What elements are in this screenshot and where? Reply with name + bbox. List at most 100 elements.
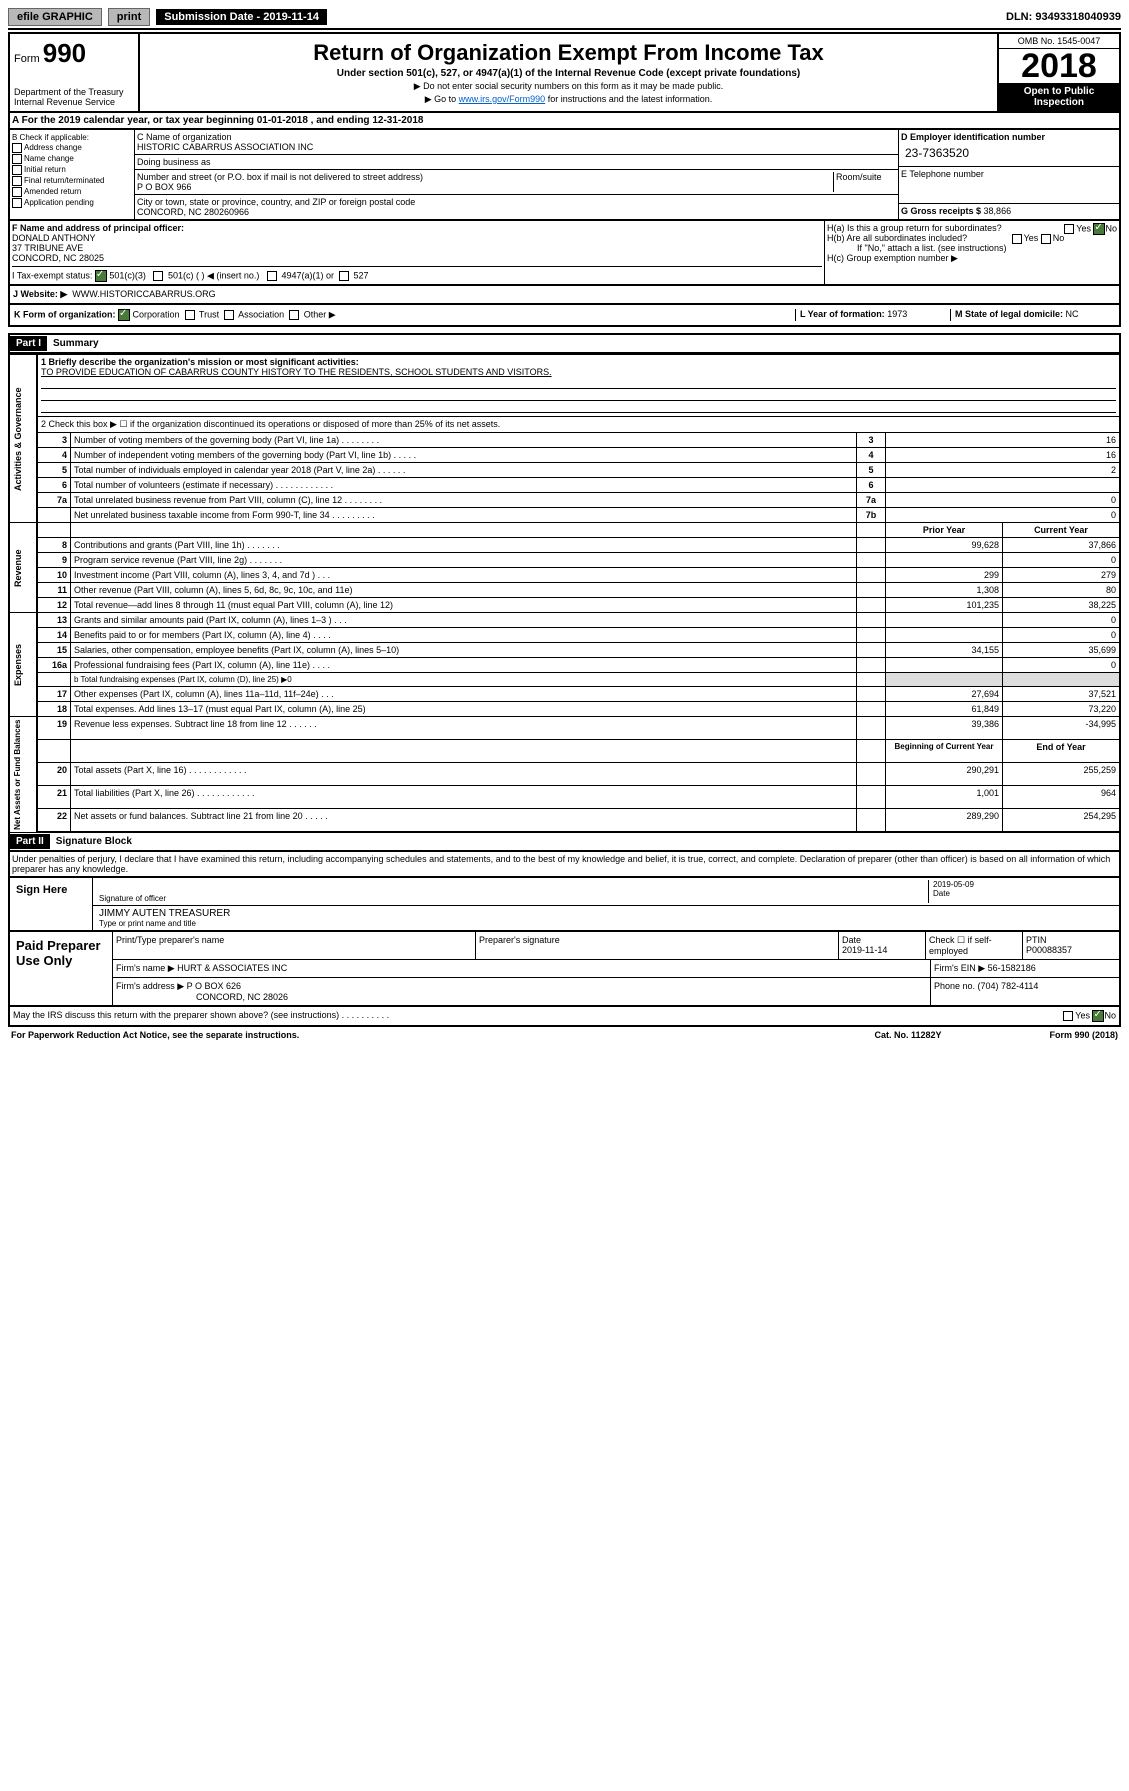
open-public: Open to Public Inspection — [999, 83, 1119, 111]
line1: 1 Briefly describe the organization's mi… — [37, 355, 1120, 417]
line4: Number of independent voting members of … — [71, 448, 857, 463]
col-b-checkboxes: B Check if applicable: Address change Na… — [10, 130, 135, 219]
firm-phone: Phone no. (704) 782-4114 — [931, 978, 1119, 1005]
form-subtitle: Under section 501(c), 527, or 4947(a)(1)… — [144, 68, 993, 79]
perjury-declaration: Under penalties of perjury, I declare th… — [8, 852, 1121, 878]
row-i: I Tax-exempt status: 501(c)(3) 501(c) ( … — [12, 266, 822, 282]
gross-receipts: G Gross receipts $ 38,866 — [899, 204, 1119, 218]
line16a: Professional fundraising fees (Part IX, … — [71, 658, 857, 673]
row-k: K Form of organization: Corporation Trus… — [8, 305, 1121, 327]
org-name-label: C Name of organization — [137, 132, 896, 142]
ein: 23-7363520 — [901, 142, 1117, 164]
h-c: H(c) Group exemption number ▶ — [827, 253, 1117, 264]
line10: Investment income (Part VIII, column (A)… — [71, 568, 857, 583]
paid-label: Paid Preparer Use Only — [10, 932, 113, 1005]
block-bcd: B Check if applicable: Address change Na… — [8, 130, 1121, 221]
firm-ein: Firm's EIN ▶ 56-1582186 — [931, 960, 1119, 977]
h-a: H(a) Is this a group return for subordin… — [827, 223, 1117, 233]
col-h: H(a) Is this a group return for subordin… — [825, 221, 1119, 284]
sign-block: Sign Here Signature of officer 2019-05-09… — [8, 878, 1121, 932]
side-netassets: Net Assets or Fund Balances — [9, 717, 37, 833]
signer-name: JIMMY AUTEN TREASURER — [99, 908, 1113, 919]
line13: Grants and similar amounts paid (Part IX… — [71, 613, 857, 628]
line17: Other expenses (Part IX, column (A), lin… — [71, 687, 857, 702]
prep-name-hdr: Print/Type preparer's name — [113, 932, 476, 959]
dln-label: DLN: 93493318040939 — [1006, 11, 1121, 23]
discuss-row: May the IRS discuss this return with the… — [8, 1007, 1121, 1027]
line8: Contributions and grants (Part VIII, lin… — [71, 538, 857, 553]
officer-street: 37 TRIBUNE AVE — [12, 243, 822, 253]
line22: Net assets or fund balances. Subtract li… — [71, 809, 857, 833]
part1-header: Part ISummary — [8, 333, 1121, 354]
org-name: HISTORIC CABARRUS ASSOCIATION INC — [137, 142, 896, 152]
chk-pending[interactable]: Application pending — [12, 198, 132, 208]
officer-city: CONCORD, NC 28025 — [12, 253, 822, 263]
side-governance: Activities & Governance — [9, 355, 37, 523]
submission-date: Submission Date - 2019-11-14 — [156, 9, 327, 25]
footer: For Paperwork Reduction Act Notice, see … — [8, 1027, 1121, 1043]
prep-date: Date2019-11-14 — [839, 932, 926, 959]
line14: Benefits paid to or for members (Part IX… — [71, 628, 857, 643]
prep-sig-hdr: Preparer's signature — [476, 932, 839, 959]
tel-label: E Telephone number — [899, 167, 1119, 204]
chk-name[interactable]: Name change — [12, 154, 132, 164]
sign-here-label: Sign Here — [10, 878, 93, 930]
col-d: D Employer identification number23-73635… — [899, 130, 1119, 219]
line7b: Net unrelated business taxable income fr… — [71, 508, 857, 523]
form-number: Form 990 — [14, 38, 134, 69]
line20: Total assets (Part X, line 16) . . . . .… — [71, 763, 857, 786]
city: CONCORD, NC 280260966 — [137, 207, 896, 217]
line21: Total liabilities (Part X, line 26) . . … — [71, 786, 857, 809]
row-a-period: A For the 2019 calendar year, or tax yea… — [8, 113, 1121, 130]
chk-501c3[interactable] — [95, 270, 107, 282]
paid-preparer: Paid Preparer Use Only Print/Type prepar… — [8, 932, 1121, 1007]
line19: Revenue less expenses. Subtract line 18 … — [71, 717, 857, 740]
block-fh: F Name and address of principal officer:… — [8, 221, 1121, 286]
form-header: Form 990 Department of the Treasury Inte… — [8, 32, 1121, 113]
print-button[interactable]: print — [108, 8, 150, 26]
line18: Total expenses. Add lines 13–17 (must eq… — [71, 702, 857, 717]
self-emp: Check ☐ if self-employed — [926, 932, 1023, 959]
dba-label: Doing business as — [135, 155, 898, 170]
topbar: efile GRAPHIC print Submission Date - 20… — [8, 8, 1121, 30]
col-b-header: B Check if applicable: — [12, 133, 132, 142]
side-revenue: Revenue — [9, 523, 37, 613]
city-label: City or town, state or province, country… — [137, 197, 896, 207]
chk-amended[interactable]: Amended return — [12, 187, 132, 197]
officer-name: DONALD ANTHONY — [12, 233, 822, 243]
ptin: PTINP00088357 — [1023, 932, 1119, 959]
ein-label: D Employer identification number — [901, 132, 1117, 142]
line3: Number of voting members of the governin… — [71, 433, 857, 448]
chk-address[interactable]: Address change — [12, 143, 132, 153]
line12: Total revenue—add lines 8 through 11 (mu… — [71, 598, 857, 613]
line6: Total number of volunteers (estimate if … — [71, 478, 857, 493]
efile-badge: efile GRAPHIC — [8, 8, 102, 26]
tax-year: 2018 — [999, 49, 1119, 83]
irs-link[interactable]: www.irs.gov/Form990 — [459, 94, 546, 104]
summary-table: Activities & Governance 1 Briefly descri… — [8, 354, 1121, 833]
part2-header: Part IISignature Block — [8, 833, 1121, 852]
ssn-note: ▶ Do not enter social security numbers o… — [144, 81, 993, 92]
side-expenses: Expenses — [9, 613, 37, 717]
dept-label: Department of the Treasury Internal Reve… — [14, 87, 134, 107]
line15: Salaries, other compensation, employee b… — [71, 643, 857, 658]
officer-label: F Name and address of principal officer: — [12, 223, 822, 233]
sign-date: 2019-05-09 — [933, 880, 974, 889]
chk-initial[interactable]: Initial return — [12, 165, 132, 175]
street-label: Number and street (or P.O. box if mail i… — [137, 172, 833, 182]
firm-name: Firm's name ▶ HURT & ASSOCIATES INC — [113, 960, 931, 977]
chk-final[interactable]: Final return/terminated — [12, 176, 132, 186]
street: P O BOX 966 — [137, 182, 833, 192]
row-j: J Website: ▶ WWW.HISTORICCABARRUS.ORG — [8, 286, 1121, 305]
room-label: Room/suite — [833, 172, 896, 192]
goto-note: ▶ Go to www.irs.gov/Form990 for instruct… — [144, 94, 993, 105]
form-title: Return of Organization Exempt From Incom… — [144, 40, 993, 66]
firm-addr: Firm's address ▶ P O BOX 626CONCORD, NC … — [113, 978, 931, 1005]
line2: 2 Check this box ▶ ☐ if the organization… — [37, 417, 1120, 433]
col-f: F Name and address of principal officer:… — [10, 221, 825, 284]
line5: Total number of individuals employed in … — [71, 463, 857, 478]
website: WWW.HISTORICCABARRUS.ORG — [72, 289, 215, 299]
sig-officer-label: Signature of officer — [99, 894, 166, 903]
col-c: C Name of organizationHISTORIC CABARRUS … — [135, 130, 899, 219]
h-b-note: If "No," attach a list. (see instruction… — [827, 243, 1117, 253]
